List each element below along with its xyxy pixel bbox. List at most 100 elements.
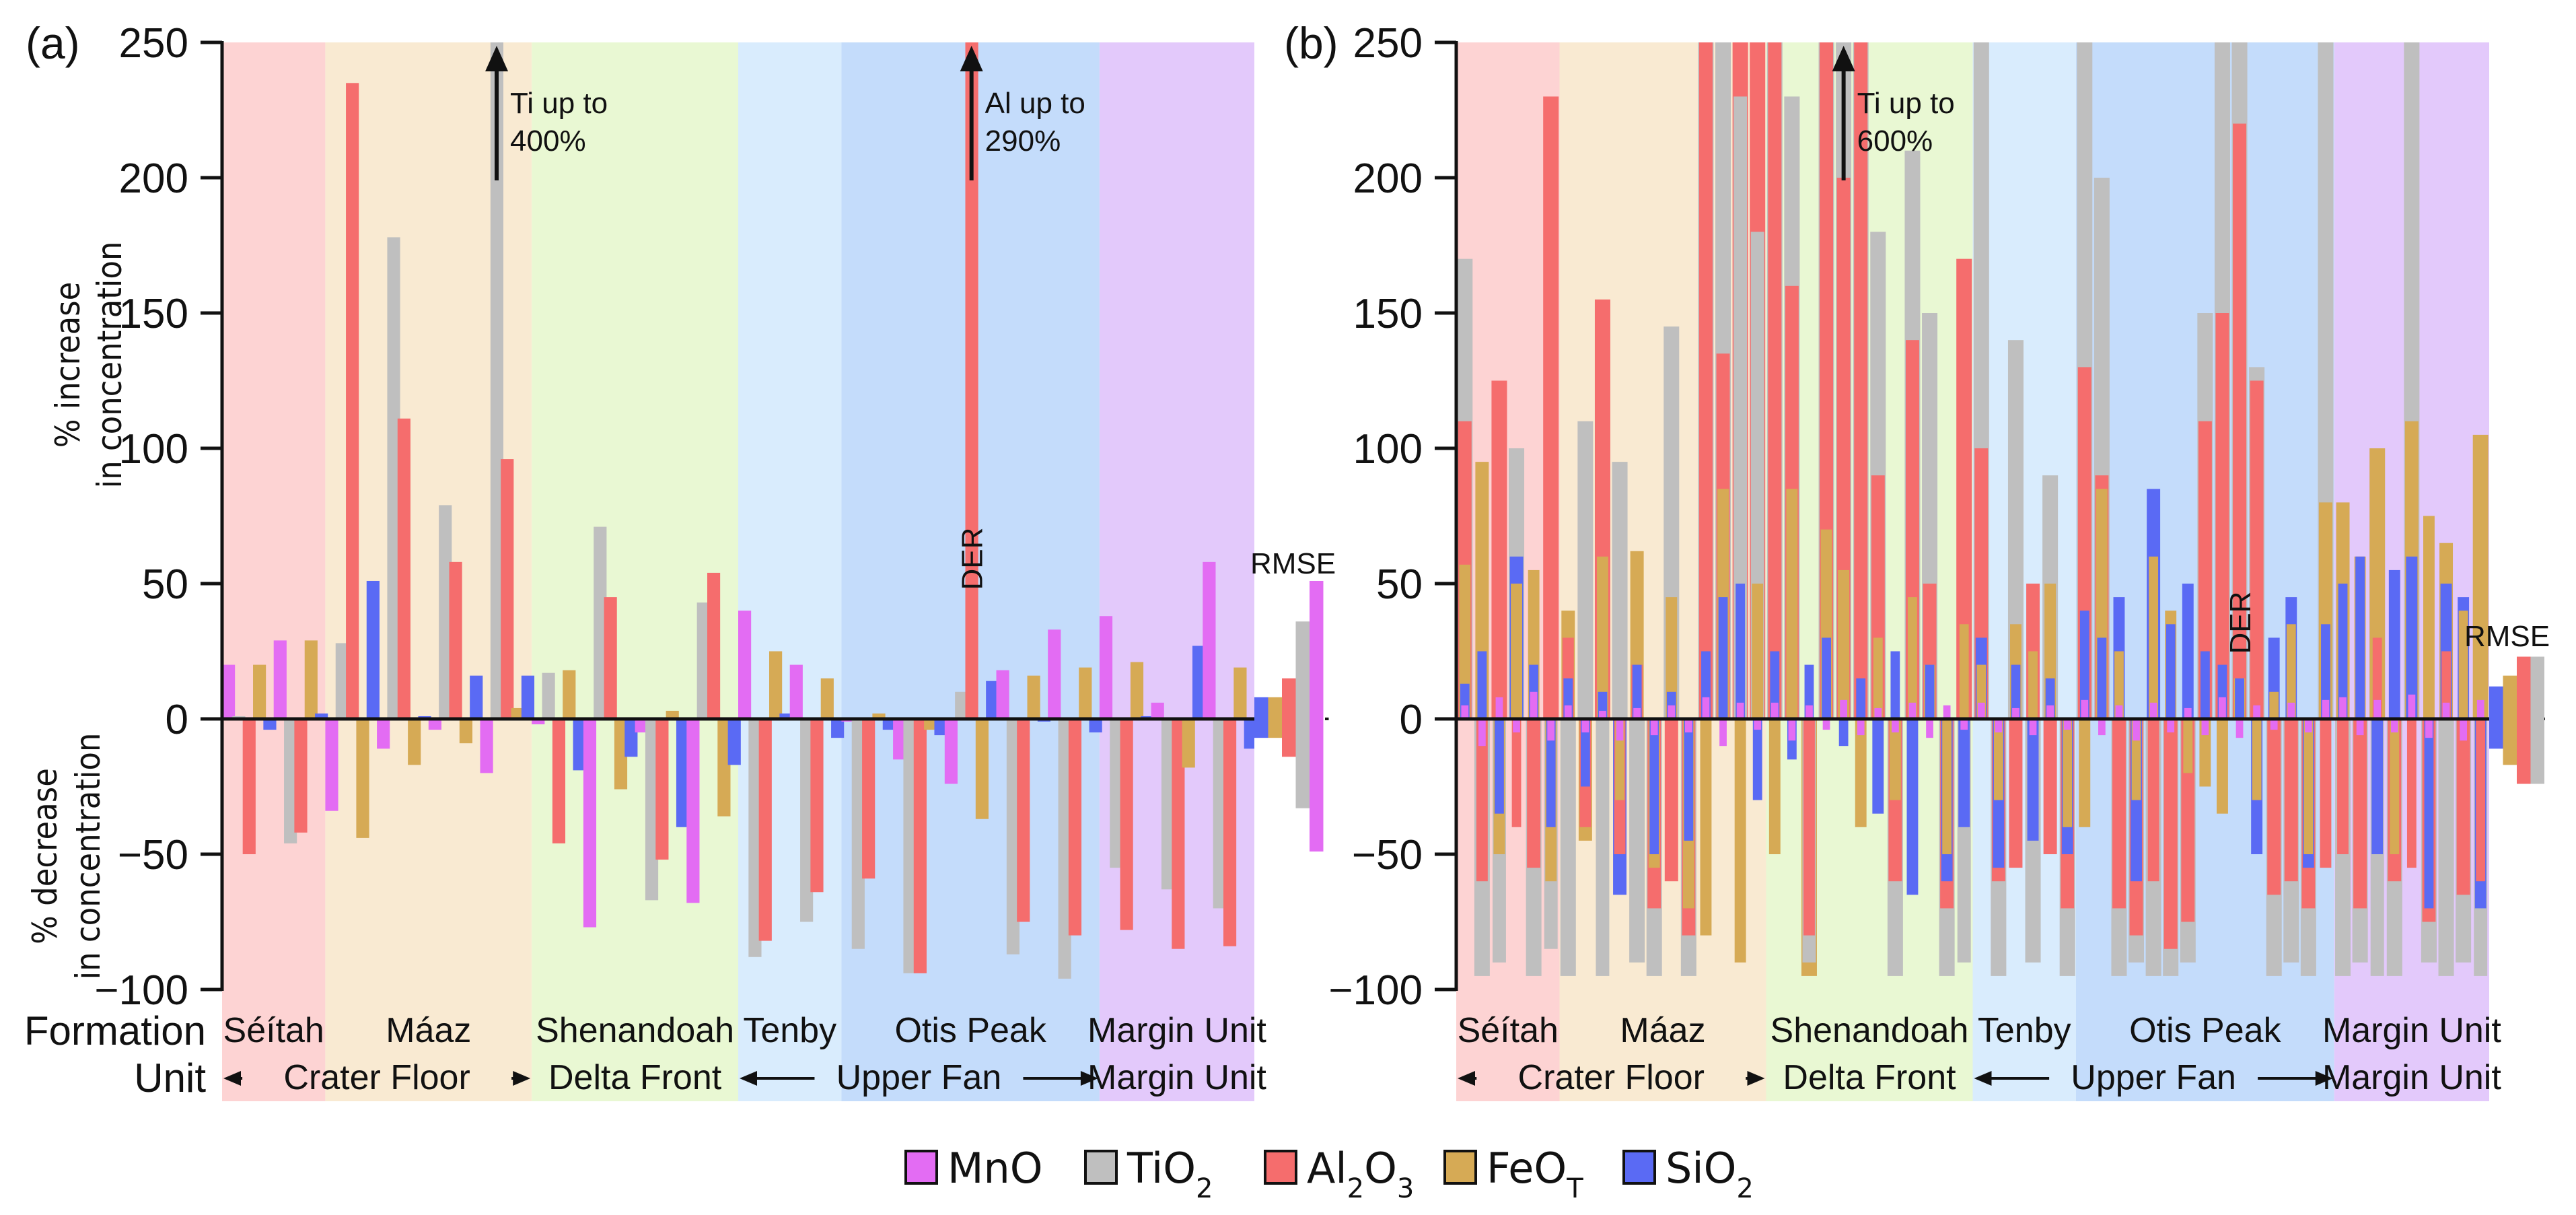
bar-feot [1700,719,1712,936]
bar-mno [2425,719,2433,738]
bar-mno [1805,705,1813,719]
y-tick-label: 250 [119,20,188,67]
y-axis-title-decrease: in concentration [69,733,108,980]
bar-mno [1495,697,1503,719]
bar-tio2 [1629,719,1645,963]
bar-feot [1666,597,1678,719]
bar-sio2 [624,719,638,757]
bar-mno [2305,719,2312,733]
arrow-right-icon [513,1071,531,1086]
legend-text: MnO [947,1144,1043,1193]
bar-al2o3 [2233,123,2247,720]
legend-label-sio2: SiO2 [1666,1144,1754,1204]
unit-label: Delta Front [1783,1058,1956,1097]
y-tick-label: 100 [1353,426,1423,473]
bar-feot [1597,556,1608,719]
bar-mno [1099,616,1113,719]
bar-al2o3 [1854,42,1868,719]
bar-tio2 [2438,719,2454,976]
bar-mno [686,719,700,903]
legend-swatch-al2o3 [1264,1150,1297,1185]
bar-al2o3 [1768,42,1782,719]
bar-al2o3 [1543,96,1559,719]
y-tick-label: 0 [1400,697,1423,743]
bar-tio2 [851,719,865,949]
bar-sio2 [1649,719,1659,854]
rmse-bar-mno [1310,580,1324,852]
bar-sio2 [1718,597,1728,719]
bar-feot [511,707,524,719]
bar-al2o3 [449,561,462,719]
rmse-bar-tio2 [1295,621,1310,808]
bar-tio2 [490,42,504,719]
bar-mno [325,719,338,811]
bar-sio2 [934,719,947,736]
arrow-left-icon [1974,1071,1992,1086]
arrow-right-icon [2315,1071,2333,1086]
bar-sio2 [2079,611,2089,719]
bar-sio2 [1477,651,1487,719]
bar-al2o3 [862,719,875,879]
bar-mno [2476,699,2484,719]
bar-feot [1027,675,1040,719]
bar-sio2 [366,580,380,719]
bar-sio2 [2338,584,2348,719]
bar-feot [924,719,937,730]
bar-tio2 [1560,719,1576,976]
rmse-bar-feot [1268,697,1282,738]
formation-label: Shenandoah [1770,1011,1969,1050]
legend: MnO TiO2 Al2O3 FeOT SiO2 [904,1144,1754,1204]
bar-feot [1959,624,1969,719]
y-tick-label: 150 [119,291,188,337]
y-tick-label: 200 [119,155,188,202]
formation-row-label: Formation [24,1008,206,1053]
bar-tio2 [542,672,555,719]
bar-mno [532,719,545,725]
annotation-text: 290% [985,125,1061,158]
bar-al2o3 [2337,719,2349,854]
bar-sio2 [1089,719,1102,733]
arrow-right-icon [1080,1071,1098,1086]
bar-mno [789,664,803,719]
bar-mno [1650,719,1658,736]
bar-tio2 [1612,462,1628,719]
bar-sio2 [1192,646,1206,719]
bar-mno [2373,699,2382,719]
bar-mno [1788,719,1796,741]
bar-al2o3 [655,719,669,860]
rmse-bar-al2o3 [2517,656,2531,784]
bar-al2o3 [913,719,927,973]
bar-feot [1752,584,1764,719]
bar-mno [377,719,390,749]
formation-label: Otis Peak [894,1011,1046,1050]
bar-tio2 [800,719,814,922]
arrow-left-icon [223,1071,241,1086]
bar-feot [2390,719,2400,854]
y-tick-label: 50 [1376,561,1423,608]
bar-feot [1908,597,1917,719]
bar-tio2 [1110,719,1123,868]
bar-al2o3 [2043,719,2057,854]
y-tick-label: 250 [1353,20,1423,67]
bar-mno [2356,719,2364,736]
bar-al2o3 [501,459,514,719]
bar-feot [820,678,834,719]
bar-mno [1547,719,1555,741]
bar-feot [1768,719,1781,854]
bar-mno [1530,691,1538,719]
bar-al2o3 [242,719,256,854]
der-label: DER [2224,592,2257,654]
panel-a-chart: Séítah Máaz Shenandoah Tenby Otis Peak Margin… [24,18,1336,1101]
legend-swatch-sio2 [1622,1150,1656,1185]
bar-sio2 [1906,719,1919,895]
bar-mno [1908,702,1917,719]
panel-b-chart: Séítah Máaz Shenandoah Tenby Otis Peak Margin… [1284,18,2550,1101]
bar-feot [975,719,989,819]
bar-mno [635,719,648,733]
legend-subscript: T [1566,1173,1583,1204]
formation-label: Margin Unit [1087,1011,1266,1050]
unit-label: Upper Fan [2071,1058,2236,1097]
bar-al2o3 [294,719,308,833]
bar-mno [1564,705,1572,719]
bar-sio2 [676,719,690,827]
